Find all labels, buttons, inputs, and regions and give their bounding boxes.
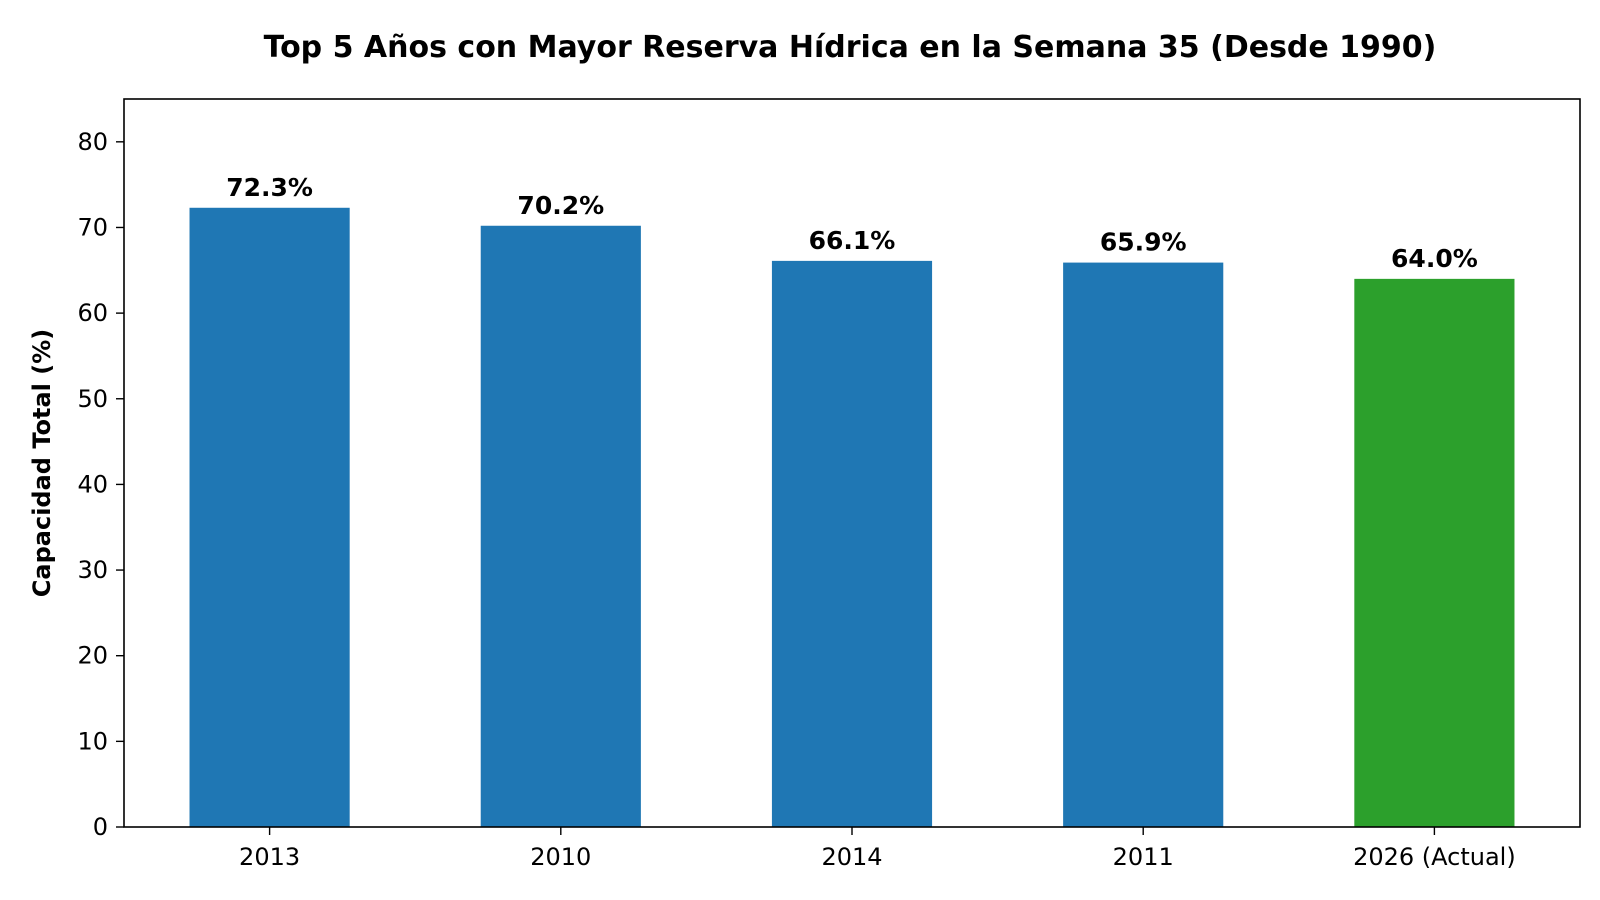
data-label-1: 70.2%	[517, 191, 604, 220]
plot-frame	[123, 98, 1581, 828]
y-tick-label-6: 60	[77, 299, 108, 327]
y-tick-label-3: 30	[77, 556, 108, 584]
data-label-4: 64.0%	[1391, 244, 1478, 273]
bar-2	[771, 260, 933, 828]
x-tick-label-3: 2011	[1113, 843, 1174, 871]
bars-group	[189, 207, 1515, 828]
y-tick-label-4: 40	[77, 470, 108, 498]
x-tick-label-4: 2026 (Actual)	[1353, 843, 1516, 871]
x-tick-label-0: 2013	[239, 843, 300, 871]
y-tick-label-2: 20	[77, 642, 108, 670]
bar-0	[189, 207, 350, 828]
bar-4	[1354, 278, 1515, 827]
y-axis-label: Capacidad Total (%)	[28, 329, 56, 597]
x-axis: 2013 2010 2014 2011 2026 (Actual)	[239, 827, 1516, 871]
data-label-2: 66.1%	[809, 226, 896, 255]
x-tick-label-1: 2010	[530, 843, 591, 871]
x-tick-label-2: 2014	[821, 843, 882, 871]
data-labels-group: 72.3% 70.2% 66.1% 65.9% 64.0%	[226, 173, 1478, 273]
bar-3	[1063, 262, 1224, 827]
data-label-0: 72.3%	[226, 173, 313, 202]
bar-1	[480, 225, 641, 828]
data-label-3: 65.9%	[1100, 228, 1187, 257]
y-tick-label-0: 0	[93, 813, 108, 841]
y-tick-label-8: 80	[77, 128, 108, 156]
chart-title: Top 5 Años con Mayor Reserva Hídrica en …	[264, 30, 1437, 65]
y-axis: 0 10 20 30 40 50 60 70 80	[77, 128, 124, 841]
y-tick-label-1: 10	[77, 727, 108, 755]
y-tick-label-5: 50	[77, 385, 108, 413]
y-tick-label-7: 70	[77, 213, 108, 241]
